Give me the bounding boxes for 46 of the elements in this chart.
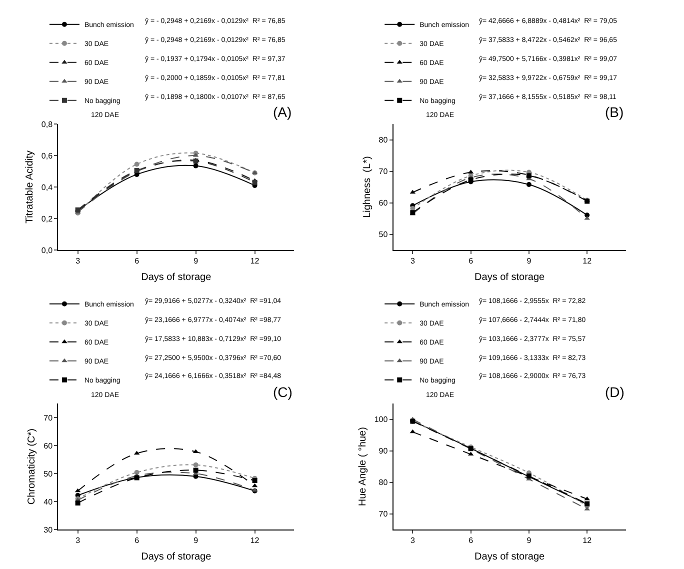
y-tick-label: 0,0 xyxy=(41,246,54,255)
x-tick-label: 6 xyxy=(468,536,474,546)
y-tick-label: 0,2 xyxy=(41,214,54,224)
y-tick-label: 80 xyxy=(378,478,388,488)
x-tick-label: 6 xyxy=(468,256,474,266)
y-tick-label: 50 xyxy=(44,469,54,478)
y-tick-label: 70 xyxy=(378,510,388,519)
y-axis-title: Lighness (L*) xyxy=(362,156,373,218)
y-axis-title: Hue Angle ( °hue) xyxy=(357,427,368,506)
chart-title: (D) xyxy=(605,384,624,400)
x-tick-label: 3 xyxy=(76,256,81,266)
chart-title: (B) xyxy=(605,104,624,120)
x-tick-label: 3 xyxy=(410,256,416,266)
x-tick-label: 3 xyxy=(410,536,416,546)
x-tick-label: 9 xyxy=(194,256,199,266)
x-tick-label: 12 xyxy=(250,256,260,266)
chart-title: (C) xyxy=(273,384,292,400)
x-tick-label: 12 xyxy=(582,536,592,546)
x-tick-label: 12 xyxy=(250,536,260,546)
x-tick-label: 6 xyxy=(134,536,140,546)
y-tick-label: 90 xyxy=(378,446,388,456)
chart-title: (A) xyxy=(273,104,292,120)
x-axis-title: Days of storage xyxy=(141,552,212,563)
y-tick-label: 80 xyxy=(378,136,388,145)
y-tick-label: 70 xyxy=(44,413,54,422)
y-tick-label: 0,4 xyxy=(41,182,54,192)
x-tick-label: 9 xyxy=(526,256,532,266)
x-tick-label: 3 xyxy=(76,536,81,546)
x-axis-title: Days of storage xyxy=(474,272,546,284)
y-tick-label: 70 xyxy=(378,167,388,176)
y-tick-label: 40 xyxy=(44,497,54,506)
y-tick-label: 30 xyxy=(44,525,54,534)
y-tick-label: 60 xyxy=(44,441,54,450)
y-tick-label: 100 xyxy=(374,415,388,424)
x-tick-label: 9 xyxy=(194,536,199,546)
y-tick-label: 50 xyxy=(378,230,388,240)
y-axis-title: Chromaticity (C*) xyxy=(26,428,38,505)
x-axis-title: Days of storage xyxy=(141,272,212,284)
x-tick-label: 12 xyxy=(582,256,592,266)
x-tick-label: 9 xyxy=(526,536,532,546)
y-tick-label: 0,6 xyxy=(41,151,54,160)
y-tick-label: 0,8 xyxy=(41,120,54,129)
x-tick-label: 6 xyxy=(134,256,140,266)
y-tick-label: 60 xyxy=(378,198,388,208)
x-axis-title: Days of storage xyxy=(474,552,546,563)
y-axis-title: Titratable Acidity xyxy=(24,150,36,224)
